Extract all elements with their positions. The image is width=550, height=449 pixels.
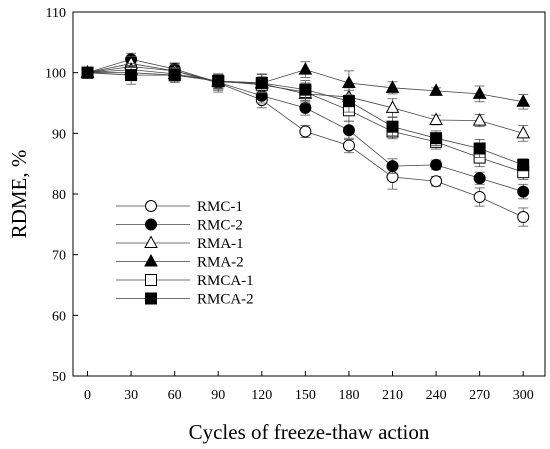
- data-point: [125, 69, 138, 82]
- legend-marker: [145, 292, 157, 305]
- legend-marker: [144, 253, 158, 267]
- data-point: [517, 158, 530, 171]
- y-tick-label: 100: [45, 67, 66, 82]
- y-tick-label: 110: [46, 6, 66, 21]
- data-point: [299, 125, 312, 138]
- data-point: [473, 142, 486, 155]
- data-point: [429, 112, 443, 125]
- x-tick-label: 300: [513, 388, 534, 403]
- data-point: [385, 100, 400, 113]
- series-rmca-2: [81, 65, 530, 172]
- data-point: [342, 95, 355, 108]
- data-point: [430, 175, 443, 188]
- series-layer: [80, 52, 531, 227]
- data-point: [430, 158, 443, 171]
- x-axis: 0 30 60 90 120 150 180 210 240 270 300: [84, 371, 534, 403]
- data-point: [298, 62, 313, 75]
- x-tick-label: 270: [469, 388, 490, 403]
- data-point: [473, 191, 486, 204]
- legend-entry: RMA-2: [116, 253, 244, 271]
- data-point: [385, 80, 400, 93]
- data-point: [342, 124, 355, 137]
- data-point: [429, 83, 443, 96]
- data-point: [255, 76, 268, 89]
- data-point: [81, 66, 94, 79]
- x-tick-label: 150: [295, 388, 316, 403]
- x-tick-label: 0: [84, 388, 91, 403]
- data-point: [473, 172, 486, 185]
- data-point: [168, 69, 181, 82]
- data-point: [386, 160, 399, 173]
- data-point: [342, 75, 356, 88]
- y-tick-label: 80: [52, 188, 66, 203]
- plot-frame: [72, 11, 546, 377]
- x-tick-label: 210: [382, 388, 403, 403]
- legend-label: RMCA-1: [197, 273, 254, 289]
- data-point: [299, 83, 312, 96]
- legend-label: RMC-1: [197, 199, 243, 215]
- x-tick-label: 180: [338, 388, 359, 403]
- legend-marker: [144, 235, 158, 248]
- data-point: [517, 211, 530, 224]
- legend-entry: RMCA-1: [116, 273, 254, 289]
- data-point: [386, 120, 399, 133]
- y-tick-label: 50: [52, 370, 66, 385]
- x-axis-title: Cycles of freeze-thaw action: [189, 420, 430, 444]
- legend-entry: RMC-1: [116, 199, 243, 215]
- legend-label: RMA-2: [197, 255, 244, 271]
- y-tick-label: 90: [52, 127, 66, 142]
- x-tick-label: 30: [124, 388, 138, 403]
- legend-entry: RMCA-2: [116, 292, 254, 308]
- x-tick-label: 120: [251, 388, 272, 403]
- data-point: [516, 94, 531, 107]
- data-point: [299, 101, 312, 114]
- legend-label: RMCA-2: [197, 292, 254, 308]
- y-tick-label: 70: [52, 249, 66, 264]
- y-tick-label: 60: [52, 309, 66, 324]
- y-axis-title: RDME, %: [7, 150, 31, 239]
- data-point: [516, 125, 531, 139]
- data-point: [472, 113, 487, 126]
- data-point: [472, 86, 487, 99]
- legend: RMC-1 RMC-2 RMA-1 RMA-2 RMCA-1 RMCA-2: [116, 199, 254, 308]
- x-tick-label: 240: [426, 388, 447, 403]
- data-point: [517, 185, 530, 198]
- legend-marker: [145, 200, 157, 212]
- legend-entry: RMA-1: [116, 235, 244, 252]
- legend-label: RMA-1: [197, 236, 244, 252]
- legend-entry: RMC-2: [116, 218, 243, 234]
- x-tick-label: 90: [211, 388, 225, 403]
- data-point: [430, 132, 443, 145]
- data-point: [342, 139, 355, 152]
- x-tick-label: 60: [168, 388, 182, 403]
- y-axis: 50 60 70 80 90 100 110: [45, 6, 78, 385]
- legend-marker: [145, 274, 157, 286]
- legend-label: RMC-2: [197, 218, 243, 234]
- data-point: [212, 75, 225, 88]
- legend-marker: [145, 218, 157, 231]
